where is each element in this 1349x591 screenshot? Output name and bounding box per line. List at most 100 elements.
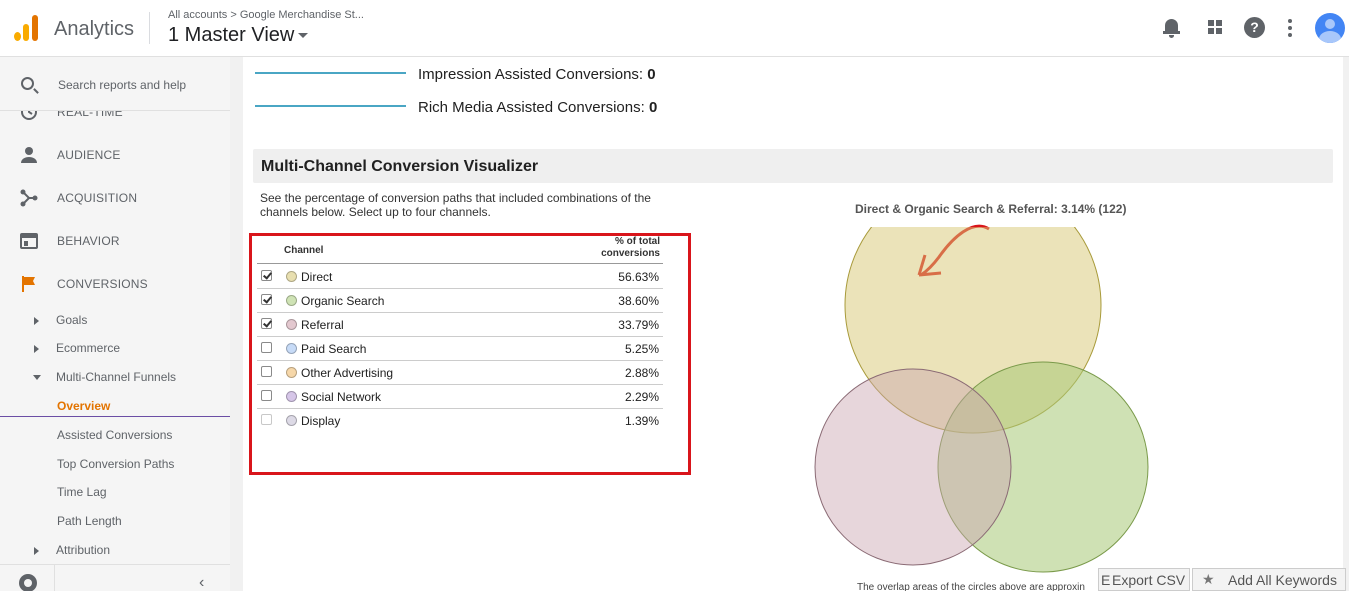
- channel-table: Channel % of total conversions Direct 56…: [249, 233, 691, 475]
- expand-arrow-icon[interactable]: [34, 317, 39, 325]
- column-header-channel[interactable]: Channel: [284, 245, 324, 256]
- expand-arrow-icon[interactable]: [34, 345, 39, 353]
- channel-pct: 2.88%: [624, 366, 659, 380]
- add-keywords-label: Add All Keywords: [1228, 572, 1337, 588]
- sidebar-item-conversions[interactable]: CONVERSIONS: [0, 269, 230, 299]
- acquisition-icon: [20, 189, 38, 207]
- sidebar-item-label: ACQUISITION: [57, 191, 138, 205]
- sidebar-item-label: AUDIENCE: [57, 148, 121, 162]
- sidebar-item-label: Time Lag: [57, 485, 107, 499]
- sidebar-item-multi-channel-funnels[interactable]: Multi-Channel Funnels: [0, 366, 230, 388]
- scrollbar-track[interactable]: [1343, 57, 1349, 591]
- channel-pct: 1.39%: [624, 414, 659, 428]
- add-all-keywords-button[interactable]: ★ Add All Keywords: [1192, 568, 1346, 591]
- visualizer-header: Multi-Channel Conversion Visualizer: [253, 149, 1333, 183]
- sidebar-item-assisted-conversions[interactable]: Assisted Conversions: [0, 424, 230, 446]
- visualizer-title: Multi-Channel Conversion Visualizer: [261, 158, 539, 175]
- table-row[interactable]: Social Network 2.29%: [257, 385, 663, 409]
- sidebar-item-behavior[interactable]: BEHAVIOR: [0, 226, 230, 256]
- channel-name: Direct: [301, 270, 333, 284]
- channel-checkbox[interactable]: [261, 366, 272, 377]
- footer-divider: [54, 565, 55, 591]
- avatar[interactable]: [1315, 13, 1345, 43]
- channel-name: Social Network: [301, 390, 382, 404]
- sidebar-search[interactable]: Search reports and help: [0, 57, 230, 111]
- channel-name: Other Advertising: [301, 366, 394, 380]
- table-row[interactable]: Display 1.39%: [257, 409, 663, 433]
- analytics-logo-icon[interactable]: [14, 15, 38, 41]
- venn-diagram: [814, 227, 1149, 573]
- sidebar-footer: ‹: [0, 564, 230, 591]
- search-input[interactable]: Search reports and help: [58, 78, 187, 92]
- legend-line-impression: [255, 72, 406, 74]
- channel-checkbox[interactable]: [261, 270, 272, 281]
- channel-checkbox[interactable]: [261, 390, 272, 401]
- channel-pct: 33.79%: [618, 318, 659, 332]
- channel-color-swatch: [286, 271, 297, 282]
- table-row[interactable]: Paid Search 5.25%: [257, 337, 663, 361]
- expand-arrow-icon[interactable]: [34, 547, 39, 555]
- venn-title: Direct & Organic Search & Referral: 3.14…: [855, 202, 1127, 216]
- sidebar-item-label: Attribution: [56, 543, 111, 557]
- legend-rich-media: Rich Media Assisted Conversions: 0: [418, 99, 657, 116]
- channel-checkbox[interactable]: [261, 318, 272, 329]
- sidebar-item-path-length[interactable]: Path Length: [0, 510, 230, 532]
- channel-pct: 38.60%: [618, 294, 659, 308]
- help-icon[interactable]: ?: [1244, 17, 1265, 38]
- sidebar-item-audience[interactable]: AUDIENCE: [0, 140, 230, 170]
- legend-impression: Impression Assisted Conversions: 0: [418, 66, 656, 83]
- channel-checkbox[interactable]: [261, 294, 272, 305]
- sidebar-item-attribution[interactable]: Attribution: [0, 539, 230, 561]
- channel-checkbox[interactable]: [261, 342, 272, 353]
- channel-color-swatch: [286, 415, 297, 426]
- content-gutter: [230, 57, 243, 591]
- sidebar-item-goals[interactable]: Goals: [0, 309, 230, 331]
- sidebar-item-acquisition[interactable]: ACQUISITION: [0, 183, 230, 213]
- collapse-arrow-icon[interactable]: [33, 375, 41, 380]
- search-icon: [21, 77, 34, 90]
- bell-icon[interactable]: [1161, 17, 1183, 39]
- column-header-pct[interactable]: % of total conversions: [601, 236, 660, 259]
- behavior-icon: [20, 233, 38, 249]
- sidebar-item-time-lag[interactable]: Time Lag: [0, 481, 230, 503]
- collapse-sidebar-icon[interactable]: ‹: [199, 574, 205, 591]
- view-selector[interactable]: 1 Master View: [168, 24, 295, 46]
- apps-grid-icon[interactable]: [1206, 17, 1228, 39]
- export-csv-button[interactable]: E Export CSV: [1098, 568, 1190, 591]
- channel-checkbox[interactable]: [261, 414, 272, 425]
- header-divider: [149, 12, 150, 44]
- channel-name: Display: [301, 414, 341, 428]
- sidebar-item-overview[interactable]: Overview: [0, 395, 230, 417]
- venn-note: The overlap areas of the circles above a…: [857, 582, 1085, 591]
- table-row[interactable]: Other Advertising 2.88%: [257, 361, 663, 385]
- sidebar: Search reports and help REAL-TIME AUDIEN…: [0, 57, 230, 591]
- channel-color-swatch: [286, 367, 297, 378]
- channel-color-swatch: [286, 319, 297, 330]
- caret-down-icon[interactable]: [298, 33, 308, 38]
- legend-line-rich-media: [255, 105, 406, 107]
- sidebar-item-label: Ecommerce: [56, 341, 121, 355]
- table-row[interactable]: Direct 56.63%: [257, 265, 663, 289]
- channel-name: Organic Search: [301, 294, 385, 308]
- channel-color-swatch: [286, 391, 297, 402]
- sidebar-item-label: CONVERSIONS: [57, 277, 148, 291]
- breadcrumb[interactable]: All accounts > Google Merchandise St...: [168, 9, 364, 21]
- gear-icon[interactable]: [19, 574, 37, 591]
- table-row[interactable]: Referral 33.79%: [257, 313, 663, 337]
- sidebar-item-top-conversion-paths[interactable]: Top Conversion Paths: [0, 453, 230, 475]
- legend-value: 0: [647, 66, 656, 83]
- sidebar-item-ecommerce[interactable]: Ecommerce: [0, 337, 230, 359]
- sidebar-item-label: Path Length: [57, 514, 122, 528]
- flag-icon: [22, 276, 35, 292]
- channel-pct: 5.25%: [624, 342, 659, 356]
- legend-label: Impression Assisted Conversions:: [418, 66, 644, 83]
- app-name: Analytics: [54, 18, 135, 40]
- export-prefix: E: [1101, 572, 1111, 588]
- more-vert-icon[interactable]: [1283, 17, 1297, 39]
- table-row[interactable]: Organic Search 38.60%: [257, 289, 663, 313]
- channel-pct: 56.63%: [618, 270, 659, 284]
- channel-color-swatch: [286, 295, 297, 306]
- sidebar-item-label: Top Conversion Paths: [57, 457, 175, 471]
- channel-name: Referral: [301, 318, 344, 332]
- venn-circle-organic-search: [937, 361, 1149, 573]
